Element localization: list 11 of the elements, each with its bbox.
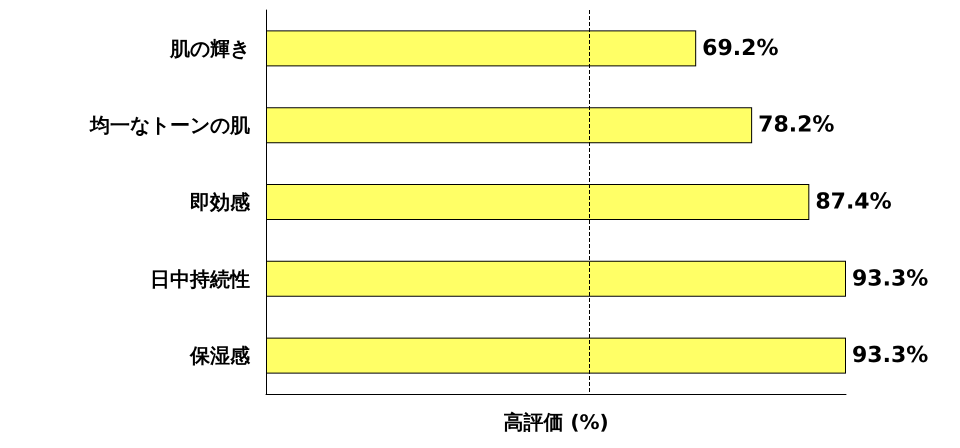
data-label: 93.3% [852, 266, 928, 292]
data-label: 87.4% [815, 190, 892, 214]
y-tick-label: 肌の輝き [169, 36, 250, 60]
x-axis-title: 高評価 (%) [503, 410, 609, 434]
y-tick-label: 日中持続性 [150, 266, 250, 291]
y-tick-label: 保湿感 [189, 344, 251, 368]
data-label: 93.3% [852, 343, 928, 368]
y-tick-label: 均一なトーンの肌 [89, 113, 250, 138]
y-tick-label: 即効感 [190, 190, 251, 214]
data-label: 78.2% [758, 112, 834, 138]
data-label: 69.2% [702, 36, 779, 61]
